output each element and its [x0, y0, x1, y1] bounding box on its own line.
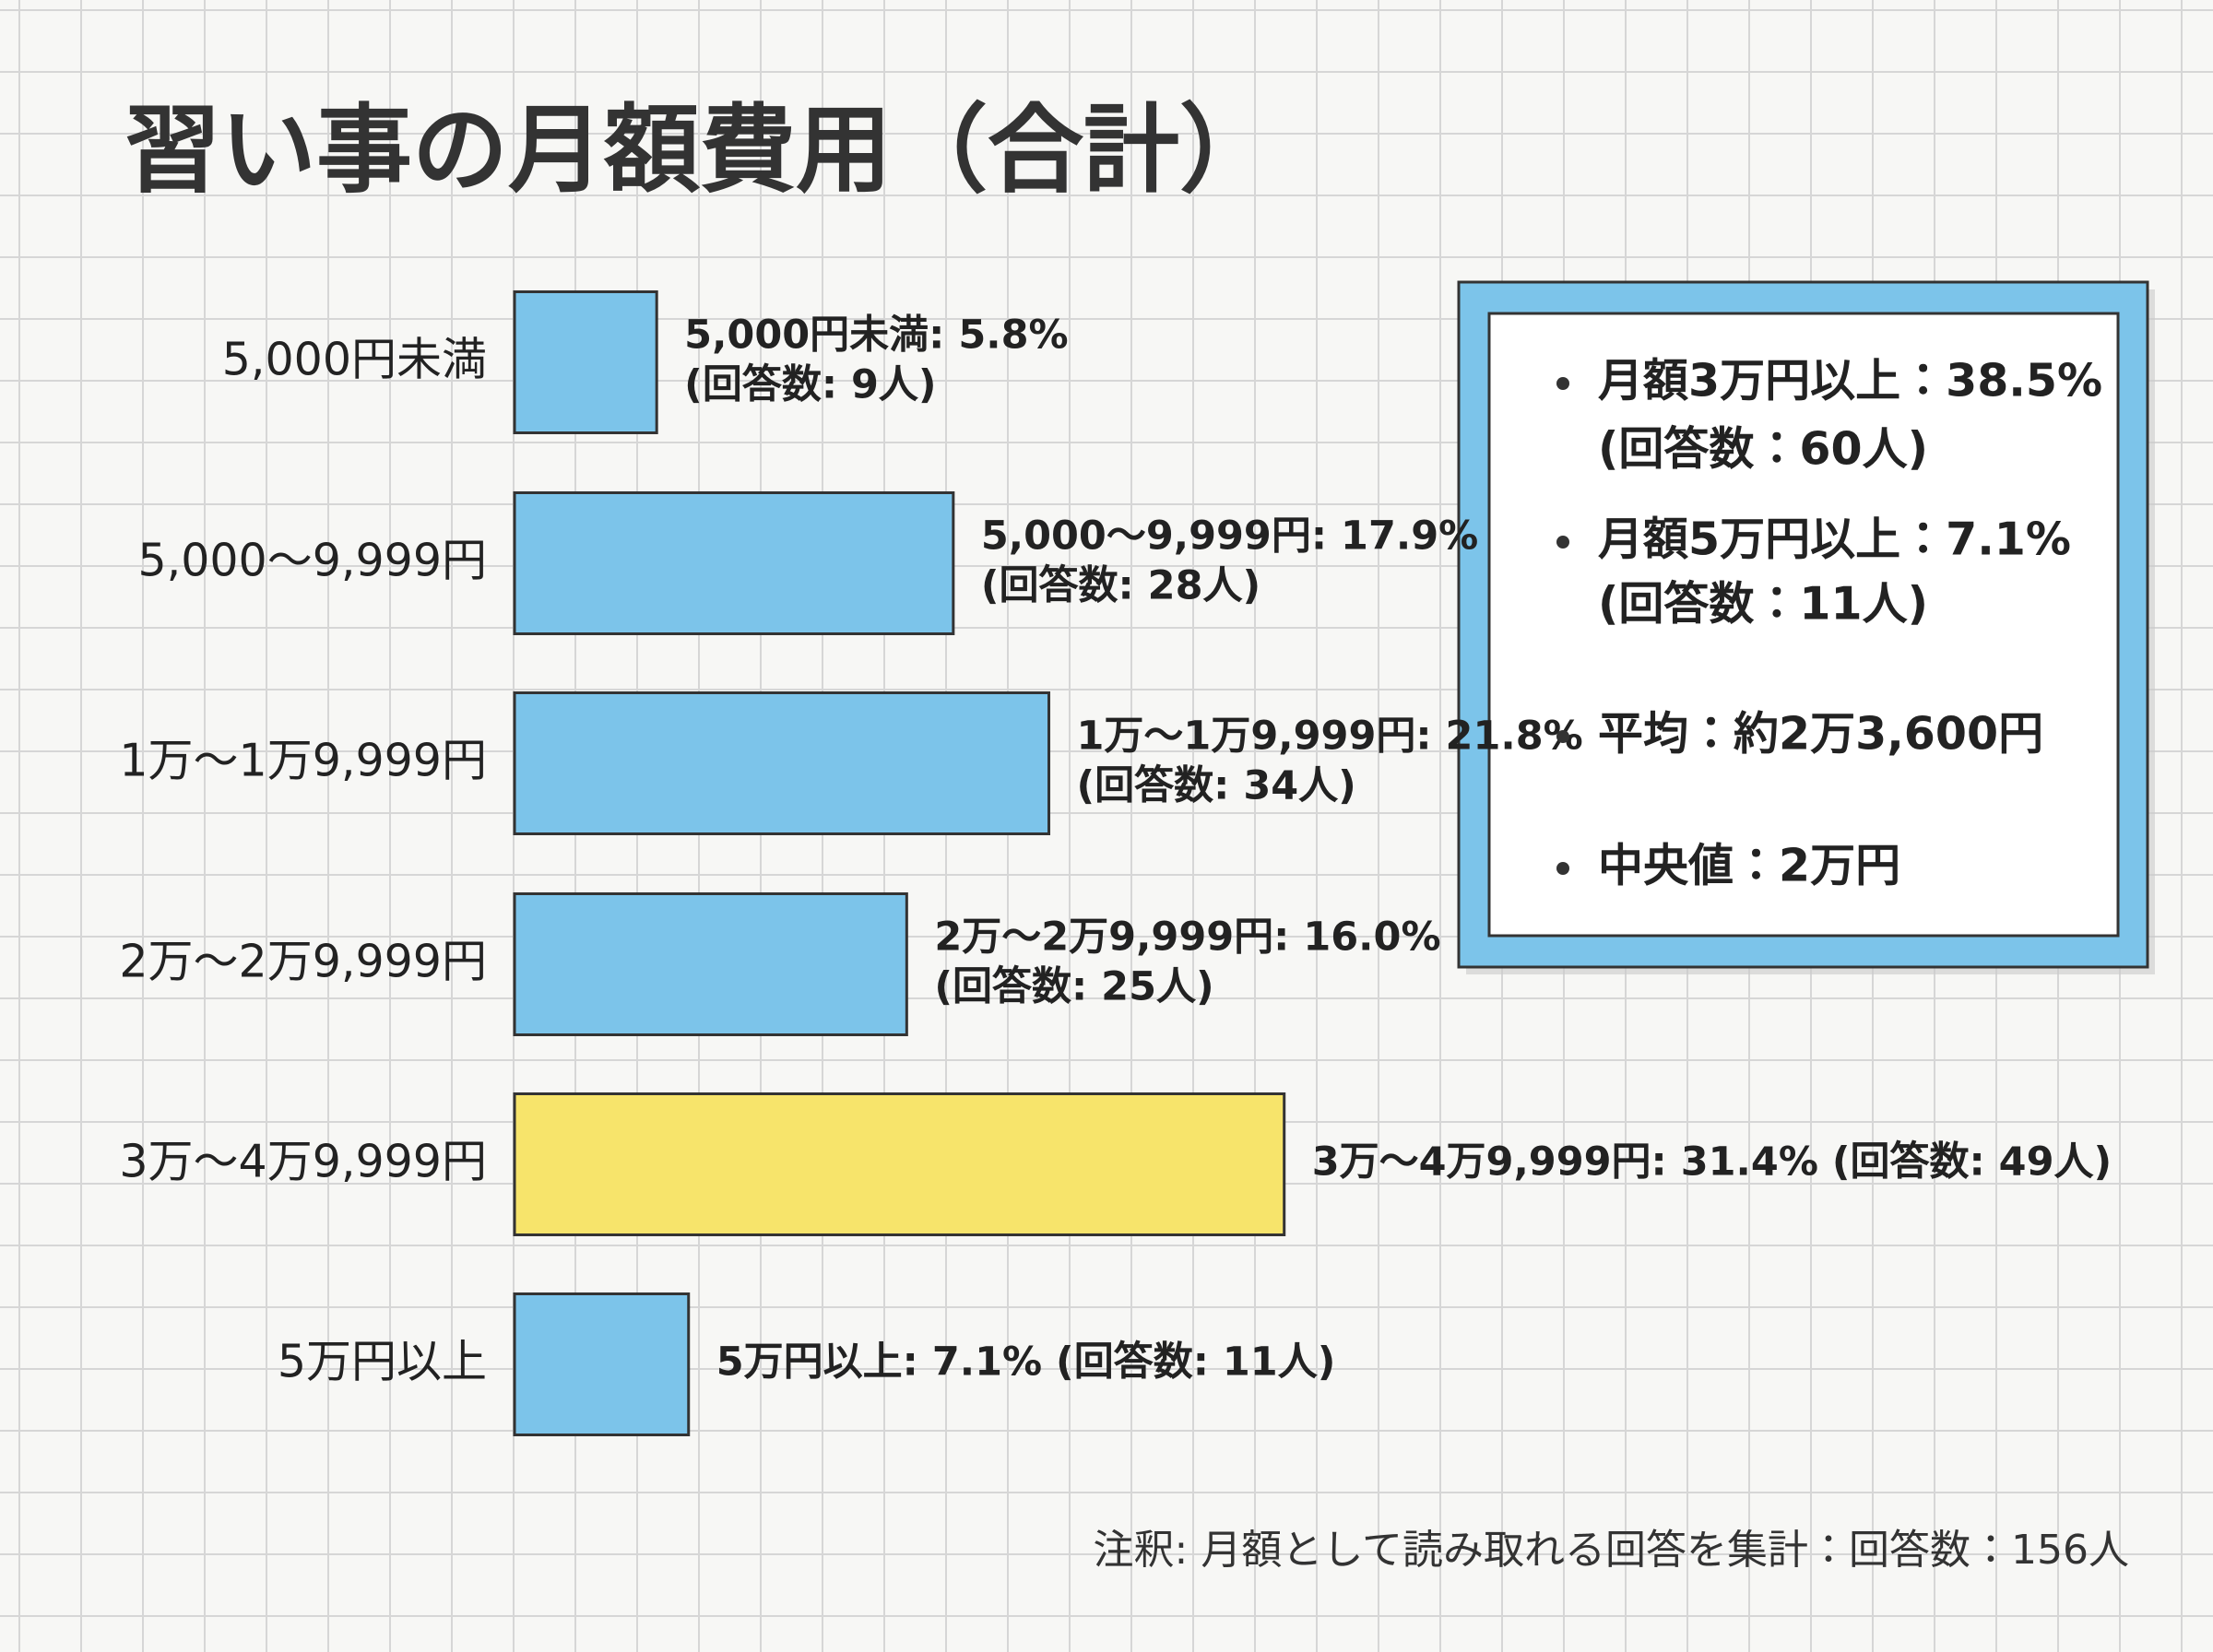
- value-label: (回答数: 9人): [684, 362, 936, 408]
- value-label: (回答数: 28人): [981, 563, 1260, 609]
- summary-item: 月額3万円以上：38.5%: [1598, 355, 2102, 407]
- value-label: 3万〜4万9,999円: 31.4% (回答数: 49人): [1312, 1139, 2112, 1186]
- value-label: 1万〜1万9,999円: 21.8%: [1077, 714, 1583, 760]
- category-label: 5万円以上: [278, 1336, 487, 1388]
- category-label: 5,000円未満: [222, 334, 487, 386]
- summary-item: (回答数：11人): [1598, 578, 1928, 631]
- bar: [513, 1292, 691, 1436]
- bar: [513, 290, 658, 434]
- category-label: 2万〜2万9,999円: [119, 936, 487, 988]
- bar: [513, 892, 908, 1036]
- bar: [513, 691, 1051, 835]
- footnote: 注釈: 月額として読み取れる回答を集計：回答数：156人: [1094, 1527, 2129, 1574]
- bar: [513, 1092, 1286, 1236]
- bullet: [1556, 730, 1569, 743]
- summary-item: 平均：約2万3,600円: [1598, 708, 2043, 761]
- value-label: 5,000円未満: 5.8%: [684, 313, 1068, 359]
- category-label: 5,000〜9,999円: [137, 535, 487, 587]
- category-label: 3万〜4万9,999円: [119, 1136, 487, 1188]
- value-label: 2万〜2万9,999円: 16.0%: [934, 914, 1440, 961]
- summary-item: 月額5万円以上：7.1%: [1598, 513, 2071, 566]
- summary-panel: [1487, 312, 2120, 938]
- value-label: (回答数: 34人): [1077, 763, 1356, 809]
- value-label: 5,000〜9,999円: 17.9%: [981, 513, 1478, 560]
- bullet: [1556, 536, 1569, 549]
- summary-item: 中央値：2万円: [1598, 840, 1900, 892]
- category-label: 1万〜1万9,999円: [119, 735, 487, 787]
- summary-item: (回答数：60人): [1598, 423, 1928, 476]
- bullet: [1556, 377, 1569, 390]
- bar: [513, 491, 955, 635]
- value-label: 5万円以上: 7.1% (回答数: 11人): [716, 1339, 1336, 1386]
- chart-title: 習い事の月額費用（合計）: [124, 93, 1275, 206]
- bullet: [1556, 862, 1569, 875]
- value-label: (回答数: 25人): [934, 964, 1213, 1010]
